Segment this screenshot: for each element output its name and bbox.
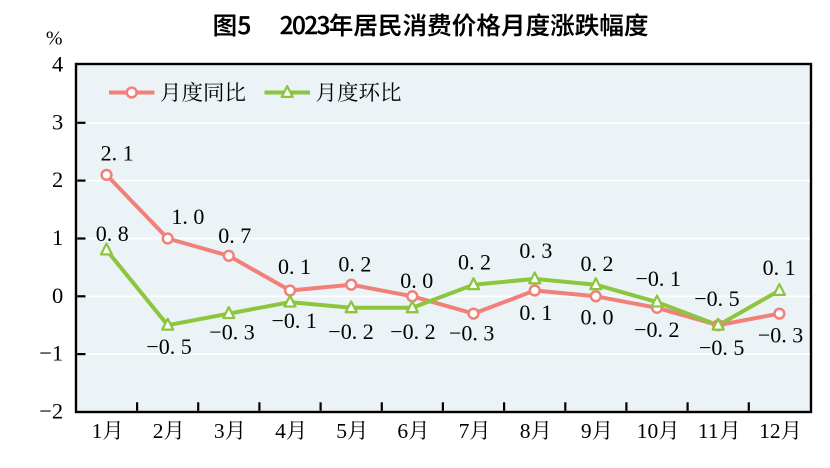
svg-text:6: 6	[397, 419, 408, 443]
svg-text:1: 1	[92, 419, 103, 443]
svg-text:4: 4	[275, 419, 286, 443]
svg-text:0. 1: 0. 1	[519, 300, 552, 325]
svg-text:−0. 5: −0. 5	[699, 335, 744, 360]
svg-text:3: 3	[52, 109, 63, 134]
svg-text:0. 2: 0. 2	[581, 251, 614, 276]
svg-text:2: 2	[52, 167, 63, 192]
svg-text:0. 1: 0. 1	[763, 255, 796, 280]
svg-text:7: 7	[459, 419, 470, 443]
svg-text:8: 8	[520, 419, 531, 443]
svg-text:0: 0	[52, 283, 63, 308]
svg-text:3: 3	[214, 419, 225, 443]
svg-text:−0. 5: −0. 5	[146, 334, 191, 359]
svg-text:2: 2	[153, 419, 164, 443]
svg-text:−0. 1: −0. 1	[635, 266, 680, 291]
svg-text:5: 5	[336, 419, 347, 443]
svg-text:0. 8: 0. 8	[96, 221, 129, 246]
svg-text:10: 10	[637, 419, 659, 443]
svg-text:9: 9	[581, 419, 592, 443]
svg-text:−0. 2: −0. 2	[634, 317, 679, 342]
svg-text:0. 2: 0. 2	[338, 252, 371, 277]
svg-text:1. 0: 1. 0	[171, 204, 204, 229]
svg-text:−0. 3: −0. 3	[209, 320, 254, 345]
svg-text:0. 2: 0. 2	[458, 250, 491, 275]
svg-text:−0. 3: −0. 3	[758, 323, 803, 348]
svg-text:0. 0: 0. 0	[400, 268, 433, 293]
svg-text:2. 1: 2. 1	[101, 141, 134, 166]
svg-text:0. 1: 0. 1	[278, 254, 311, 279]
svg-text:0. 3: 0. 3	[519, 238, 552, 263]
svg-text:4: 4	[52, 52, 63, 77]
svg-text:1: 1	[52, 225, 63, 250]
svg-text:11: 11	[698, 419, 719, 443]
svg-text:−0. 3: −0. 3	[449, 321, 494, 346]
svg-text:−2: −2	[39, 399, 63, 424]
svg-text:%: %	[46, 28, 63, 50]
svg-text:12: 12	[759, 419, 781, 443]
svg-text:−0. 5: −0. 5	[694, 286, 739, 311]
svg-text:−0. 2: −0. 2	[390, 319, 435, 344]
svg-text:0. 0: 0. 0	[581, 305, 614, 330]
svg-text:−0. 1: −0. 1	[271, 308, 316, 333]
svg-text:−1: −1	[39, 341, 63, 366]
svg-text:0. 7: 0. 7	[218, 223, 251, 248]
svg-text:−0. 2: −0. 2	[328, 319, 373, 344]
